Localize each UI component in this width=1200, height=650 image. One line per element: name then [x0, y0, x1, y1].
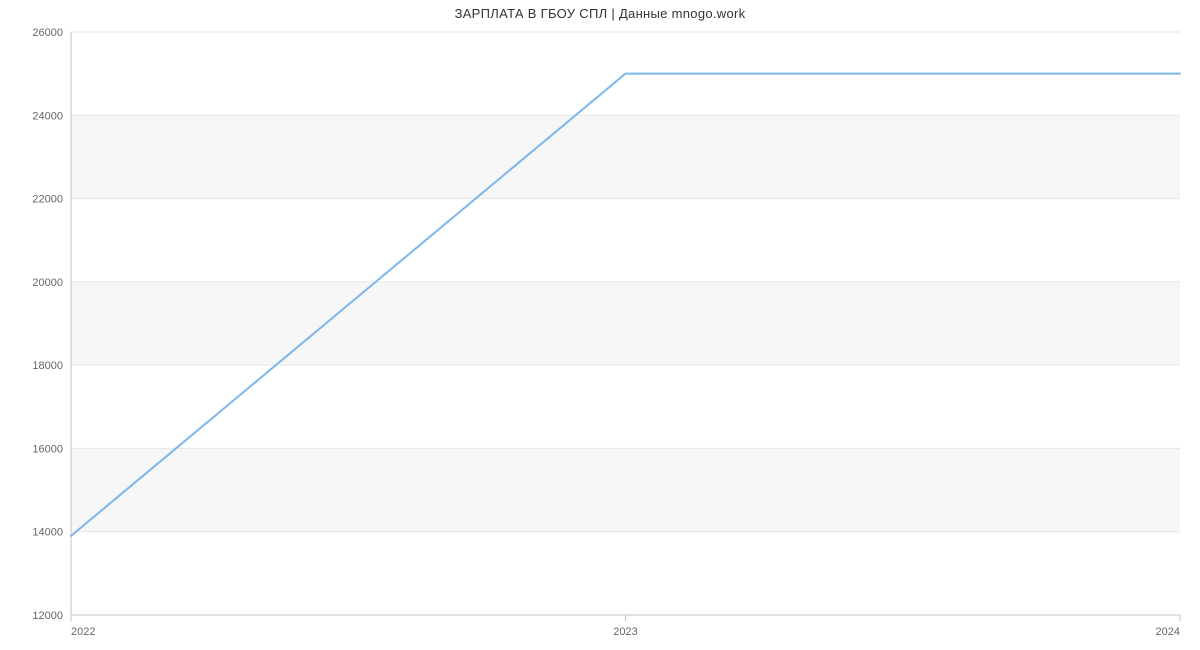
- x-tick-label: 2023: [613, 626, 637, 638]
- y-tick-label: 12000: [32, 610, 63, 622]
- x-tick-label: 2024: [1156, 626, 1180, 638]
- y-tick-label: 14000: [32, 527, 63, 539]
- x-tick-label: 2022: [71, 626, 95, 638]
- y-tick-label: 26000: [32, 27, 63, 39]
- y-tick-label: 22000: [32, 194, 63, 206]
- y-tick-label: 18000: [32, 360, 63, 372]
- y-tick-label: 20000: [32, 277, 63, 289]
- chart-svg: 2022 2023 2024 12000 14000 16000 18000 20000 220…: [0, 0, 1200, 650]
- chart-title: ЗАРПЛАТА В ГБОУ СПЛ | Данные mnogo.work: [0, 6, 1200, 21]
- y-tick-label: 24000: [32, 110, 63, 122]
- salary-line-chart: ЗАРПЛАТА В ГБОУ СПЛ | Данные mnogo.work …: [0, 0, 1200, 650]
- y-tick-label: 16000: [32, 443, 63, 455]
